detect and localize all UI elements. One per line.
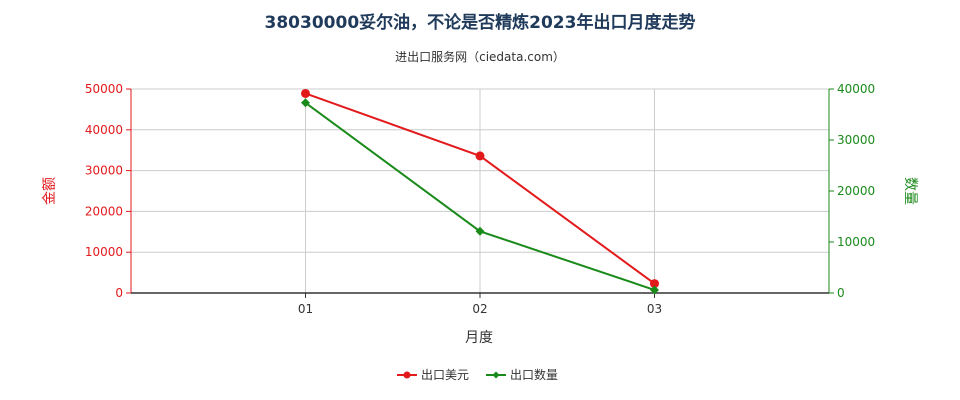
y-axis-right-title: 数量: [902, 177, 918, 205]
x-tick-label: 01: [298, 302, 313, 316]
legend-marker-amount: [403, 371, 411, 379]
grid-layer: [131, 88, 829, 294]
axes-layer: 0 10000 20000 30000 40000 50000 0 10000 20000 300…: [85, 82, 875, 316]
y-left-tick-label: 20000: [85, 204, 123, 218]
x-tick-label: 02: [472, 302, 487, 316]
y-left-tick-label: 30000: [85, 164, 123, 178]
y-left-tick-label: 50000: [85, 82, 123, 96]
data-point-quantity: [650, 285, 659, 295]
y-right-tick-label: 0: [837, 286, 845, 300]
y-right-tick-label: 30000: [837, 133, 875, 147]
data-point-amount: [650, 279, 659, 289]
legend: 出口美元 出口数量: [397, 367, 558, 382]
x-axis-title: 月度: [465, 330, 493, 346]
data-point-quantity: [475, 226, 485, 236]
data-point-amount: [475, 151, 485, 161]
y-left-tick-label: 0: [115, 286, 123, 300]
y-right-tick-label: 20000: [837, 184, 875, 198]
chart-title: 38030000妥尔油，不论是否精炼2023年出口月度走势: [265, 12, 696, 33]
y-left-tick-label: 40000: [85, 123, 123, 137]
chart-subtitle: 进出口服务网（ciedata.com）: [395, 49, 565, 64]
legend-label-2: 出口数量: [510, 367, 558, 382]
legend-marker-quantity: [492, 371, 500, 379]
series-layer: [301, 88, 659, 295]
legend-label-1: 出口美元: [421, 368, 469, 382]
y-axis-left-title: 金额: [42, 177, 58, 205]
y-right-tick-label: 40000: [837, 82, 875, 96]
data-point-amount: [301, 88, 310, 98]
x-tick-label: 03: [647, 302, 662, 316]
y-left-tick-label: 10000: [85, 245, 123, 259]
y-right-tick-label: 10000: [837, 235, 875, 249]
data-point-quantity: [301, 98, 310, 108]
